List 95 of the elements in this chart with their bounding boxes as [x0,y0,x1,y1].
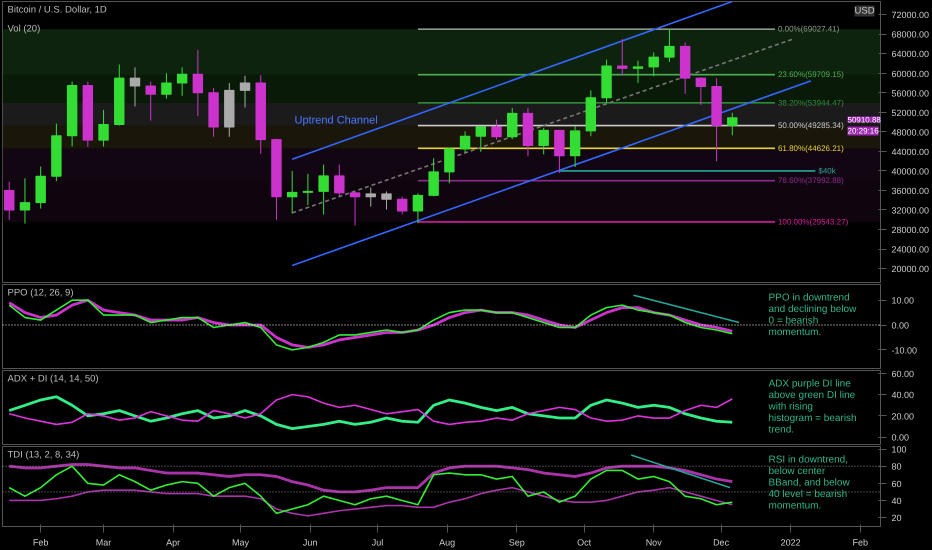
y-tick-label: 60.00 [892,368,914,379]
chart-title: PPO (12, 26, 9) [8,288,74,298]
x-tick-label: Apr [166,538,180,548]
y-tick-label: 100 [892,444,907,455]
chart-title: ADX + DI (14, 14, 50) [8,374,99,384]
annotation: 20:29:16 [848,126,880,136]
series-label: $40k [818,166,837,176]
candlestick [460,130,470,153]
candlestick [240,75,250,108]
y-tick-label: 36000.00 [892,186,930,196]
y-tick-label: 24000.00 [892,244,930,255]
candlestick [318,164,329,215]
candlestick [286,170,298,214]
candlestick [727,112,738,136]
y-tick-label: 10.00 [892,296,914,306]
y-tick-label: 40 [892,496,902,506]
candlestick [412,192,424,224]
line-series [8,465,734,514]
candlestick [176,66,188,96]
candlestick [632,60,644,84]
candlestick [538,127,549,155]
y-tick-label: -10.00 [892,345,918,356]
candlestick [648,52,659,77]
x-tick-label: Jun [302,538,318,548]
series-label: 61.80%(44626.21) [778,144,844,153]
x-tick-label: Nov [646,538,662,548]
x-tick-label: Mar [96,538,112,548]
y-tick-label: 40000.00 [892,166,930,176]
y-tick-label: 80 [892,462,902,472]
series-label: 23.60%(59709.15) [778,70,844,80]
candlestick [98,109,109,148]
candlestick [444,146,455,184]
x-tick-label: May [232,538,250,548]
y-tick-label: 56000.00 [892,88,930,98]
annotation: USD [854,6,875,16]
y-tick-label: 28000.00 [892,225,930,236]
candlestick [350,191,360,226]
y-tick-label: 72000.00 [892,10,930,20]
y-tick-label: 44000.00 [892,146,930,157]
annotation: Uptrend Channel [294,114,378,126]
candlestick [302,173,314,206]
x-tick-label: Feb [32,538,48,548]
candlestick [491,119,502,140]
series-label: 100.00%(29543.27) [778,217,849,226]
candlestick [428,158,439,197]
candlestick [476,126,486,152]
annotation: ADX purple DI line above green DI line with rising histogram = bearish trend. [768,378,857,436]
y-tick-label: 20.00 [892,411,914,422]
line-series [8,463,734,494]
x-tick-label: Aug [439,538,456,548]
chart-title: TDI (13, 2, 8, 34) [8,450,80,460]
y-tick-label: 20 [892,513,902,524]
candlestick [192,49,204,117]
chart-title: Bitcoin / U.S. Dollar, 1D [8,4,107,16]
x-tick-label: Dec [713,538,730,548]
y-tick-label: 32000.00 [892,205,930,216]
line-series [8,394,734,426]
candlestick [507,107,518,140]
series-label: 50.00%(49285.34) [778,121,844,130]
candlestick [4,181,14,220]
y-tick-label: 20000.00 [892,264,930,274]
y-tick-label: 68000.00 [892,30,930,40]
x-tick-label: Jul [372,538,384,548]
y-tick-label: 52000.00 [892,108,930,118]
line-series [8,395,734,430]
x-tick-label: 2022 [780,538,801,548]
annotation: 50910.88 [848,116,882,124]
candlestick [617,38,628,76]
candlestick [664,28,675,63]
candlestick [20,178,30,224]
candlestick [145,81,156,122]
candlestick [334,164,345,196]
candlestick [130,66,140,107]
series-label: 0.00%(69027.41) [778,24,840,34]
annotation: Vol (20) [8,24,40,34]
candlestick [396,196,408,215]
y-tick-label: 0.00 [892,432,910,443]
line-series [8,486,734,517]
series-label: 78.60%(37992.88) [778,176,844,186]
y-tick-label: 60 [892,478,902,489]
y-tick-label: 0.00 [892,320,910,331]
candlestick [366,187,376,208]
x-tick-label: Sep [508,538,525,548]
y-tick-label: 40.00 [892,390,914,400]
x-tick-label: Feb [852,538,868,548]
series-label: 38.20%(53944.47) [778,98,844,108]
y-tick-label: 64000.00 [892,49,930,60]
annotation: RSI in downtrend, below center BBand, and below 40 level = bearish momentum. [768,454,850,512]
candlestick [696,76,706,106]
annotation: PPO in downtrend and declining below 0 = bearish momentum. [768,292,858,338]
candlestick [381,190,392,210]
x-tick-label: Oct [577,538,592,548]
y-tick-label: 60000.00 [892,68,930,79]
candlestick [161,72,172,100]
y-tick-label: 48000.00 [892,127,930,138]
